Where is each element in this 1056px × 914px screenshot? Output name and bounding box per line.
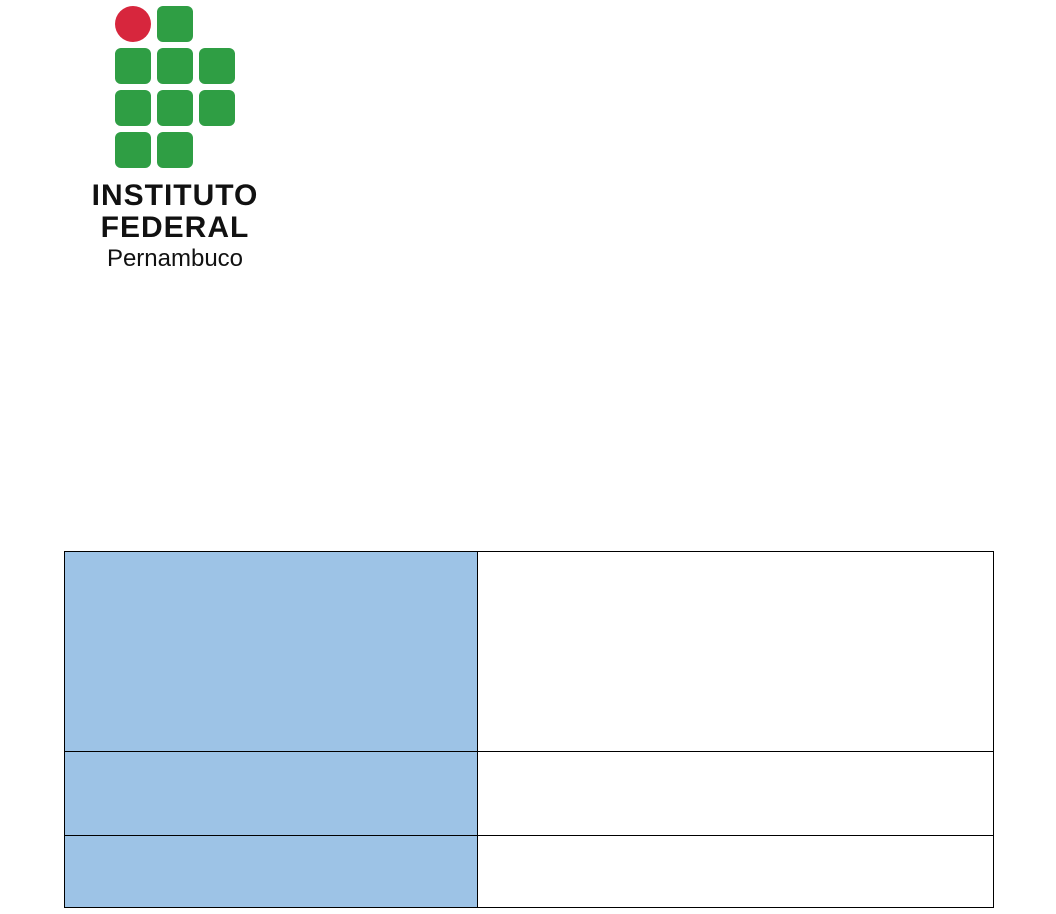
- table-value-cell: [478, 552, 994, 752]
- logo-square-icon: [115, 132, 151, 168]
- table-label-cell: [65, 552, 478, 752]
- logo-square-icon: [157, 132, 193, 168]
- logo-square-icon: [115, 48, 151, 84]
- logo-text-pernambuco: Pernambuco: [60, 245, 290, 273]
- logo-text-federal: FEDERAL: [60, 212, 290, 244]
- data-table: [64, 551, 994, 908]
- logo-square-icon: [115, 90, 151, 126]
- logo-square-icon: [199, 90, 235, 126]
- table-row: [65, 836, 994, 908]
- logo-text-instituto: INSTITUTO: [60, 180, 290, 212]
- table-value-cell: [478, 836, 994, 908]
- table-row: [65, 752, 994, 836]
- logo-square-icon: [157, 48, 193, 84]
- logo-square-icon: [199, 48, 235, 84]
- logo-circle-icon: [115, 6, 151, 42]
- table-label-cell: [65, 836, 478, 908]
- ifpe-logo-mark: [115, 6, 235, 174]
- table-label-cell: [65, 752, 478, 836]
- ifpe-logo: INSTITUTO FEDERAL Pernambuco: [60, 6, 290, 273]
- logo-square-icon: [157, 90, 193, 126]
- table-row: [65, 552, 994, 752]
- logo-square-icon: [157, 6, 193, 42]
- table-value-cell: [478, 752, 994, 836]
